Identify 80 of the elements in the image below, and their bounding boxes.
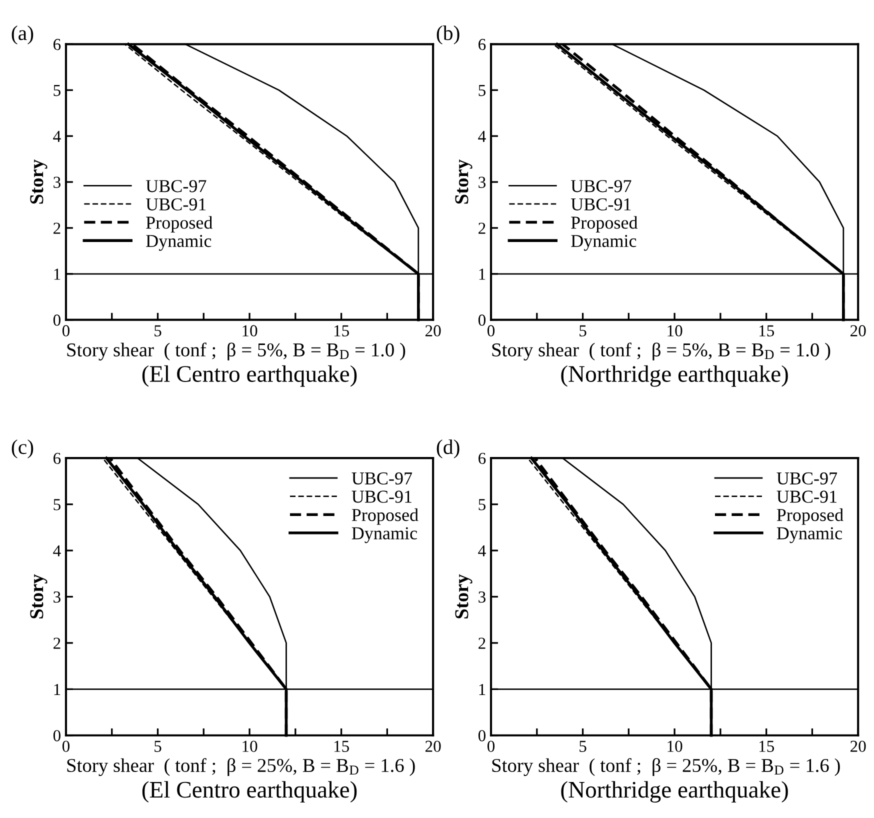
x-tick-label: 0 — [487, 740, 495, 752]
y-tick-label: 2 — [54, 222, 60, 234]
x-tick-label: 20 — [850, 740, 866, 752]
y-tick-label: 0 — [478, 314, 486, 326]
x-tick-label: 5 — [580, 740, 586, 752]
legend-label: UBC-91 — [776, 490, 836, 503]
x-tick-label: 0 — [487, 325, 495, 336]
y-tick-label: 3 — [54, 176, 60, 188]
x-axis-title: Story shear ( tonf ; β = 5%, B = B$_{D}$ = 1.0 ) — [492, 342, 830, 360]
x-tick-label: 10 — [242, 325, 258, 336]
chart-title: (c) — [12, 439, 34, 458]
x-tick-label: 0 — [62, 325, 70, 336]
y-tick-label: 1 — [479, 684, 486, 695]
y-tick-label: 1 — [54, 684, 60, 695]
x-tick-label: 10 — [242, 740, 258, 752]
text: (El Centro earthquake) — [142, 365, 357, 387]
text: (El Centro earthquake) — [142, 781, 357, 803]
x-axis-title: Story shear ( tonf ; β = 25%, B = B$_{D}$ = 1.6 ) — [492, 758, 840, 776]
y-tick-label: 5 — [54, 499, 60, 510]
x-tick-label: 15 — [759, 740, 774, 752]
legend-label: UBC-97 — [146, 180, 206, 192]
x-axis-title: Story shear ( tonf ; β = 5%, B = B$_{D}$ = 1.0 ) — [67, 342, 406, 360]
chart-title: (b) — [436, 26, 460, 44]
y-tick-label: 4 — [53, 130, 61, 142]
legend-label: UBC-91 — [352, 490, 412, 503]
y-tick-label: 0 — [53, 730, 60, 742]
y-tick-label: 5 — [54, 84, 60, 96]
y-axis-title: Story — [30, 574, 48, 618]
x-tick-label: 10 — [668, 740, 682, 752]
x-tick-label: 15 — [334, 325, 349, 336]
y-tick-label: 6 — [478, 38, 486, 50]
x-tick-label: 5 — [154, 325, 162, 336]
legend-label: Dynamic — [352, 527, 417, 544]
x-tick-label: 15 — [334, 740, 349, 752]
y-tick-label: 4 — [53, 545, 61, 556]
x-tick-label: 20 — [425, 740, 441, 752]
y-tick-label: 3 — [478, 176, 486, 188]
x-tick-label: 20 — [850, 325, 866, 336]
y-tick-label: 3 — [478, 591, 486, 603]
y-axis-title: Story — [30, 160, 48, 204]
text: (Northridge earthquake) — [561, 365, 788, 387]
y-tick-label: 6 — [478, 452, 486, 464]
x-tick-label: 5 — [154, 740, 162, 752]
legend-label: Proposed — [146, 216, 213, 232]
legend-label: Proposed — [571, 216, 638, 232]
y-tick-label: 4 — [478, 130, 486, 142]
legend-label: Proposed — [776, 508, 844, 525]
y-axis-title: Story — [455, 160, 472, 204]
y-tick-label: 5 — [478, 499, 486, 510]
y-tick-label: 2 — [478, 638, 486, 649]
x-tick-label: 15 — [759, 325, 774, 336]
y-tick-label: 3 — [54, 591, 60, 603]
x-tick-label: 20 — [425, 325, 441, 336]
legend-label: Dynamic — [571, 234, 636, 251]
y-tick-label: 2 — [478, 222, 486, 234]
y-tick-label: 6 — [54, 38, 61, 50]
y-axis-title: Story — [455, 574, 472, 618]
x-tick-label: 5 — [580, 325, 586, 336]
chart-title: (a) — [12, 26, 34, 44]
text: (Northridge earthquake) — [561, 781, 788, 803]
y-tick-label: 1 — [54, 268, 60, 280]
legend-label: UBC-91 — [146, 198, 206, 210]
y-tick-label: 1 — [479, 268, 486, 280]
legend-label: UBC-97 — [776, 472, 838, 485]
legend-label: Proposed — [352, 508, 418, 525]
legend-label: UBC-91 — [570, 198, 631, 210]
x-tick-label: 10 — [668, 325, 682, 336]
y-tick-label: 2 — [54, 638, 60, 649]
chart-title: (d) — [436, 439, 460, 458]
legend-label: UBC-97 — [352, 472, 412, 485]
x-axis-title: Story shear ( tonf ; β = 25%, B = B$_{D}$ = 1.6 ) — [67, 758, 415, 776]
legend-label: Dynamic — [146, 234, 212, 251]
y-tick-label: 6 — [54, 452, 61, 464]
legend-label: UBC-97 — [570, 180, 632, 192]
y-tick-label: 0 — [53, 314, 60, 326]
y-tick-label: 4 — [478, 545, 486, 556]
y-tick-label: 5 — [478, 84, 486, 96]
x-tick-label: 0 — [62, 740, 70, 752]
legend-label: Dynamic — [776, 527, 842, 544]
y-tick-label: 0 — [478, 730, 486, 742]
